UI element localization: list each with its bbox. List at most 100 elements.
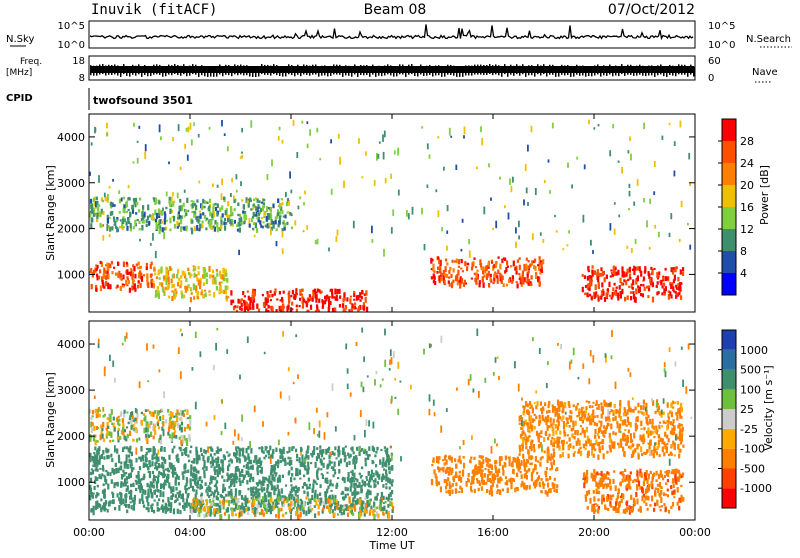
data-cell — [624, 429, 626, 431]
data-cell — [172, 275, 174, 279]
data-cell — [372, 239, 374, 243]
data-cell — [493, 473, 495, 476]
nave-mark — [114, 64, 116, 74]
data-cell — [678, 506, 680, 511]
data-cell — [146, 267, 148, 271]
data-cell — [161, 506, 163, 509]
data-cell — [250, 200, 252, 202]
data-cell — [154, 500, 156, 502]
data-cell — [181, 427, 183, 433]
data-cell — [185, 278, 187, 282]
data-cell — [517, 283, 519, 288]
data-cell — [156, 415, 158, 420]
data-cell — [335, 485, 337, 489]
data-cell — [119, 211, 121, 214]
data-cell — [630, 291, 632, 294]
data-cell — [177, 269, 179, 274]
data-cell — [210, 454, 212, 457]
data-cell — [164, 474, 166, 477]
data-cell — [610, 409, 612, 412]
data-cell — [550, 453, 552, 457]
data-cell — [227, 465, 229, 471]
data-cell — [334, 495, 336, 499]
data-cell — [594, 509, 596, 512]
data-cell — [197, 219, 199, 224]
data-cell — [441, 227, 443, 231]
data-cell — [224, 218, 226, 221]
data-cell — [679, 449, 681, 453]
date-title: 07/Oct/2012 — [608, 2, 695, 18]
sky-right-tick-top: 10^5 — [708, 21, 735, 32]
data-cell — [597, 295, 599, 297]
data-cell — [265, 446, 267, 451]
data-cell — [233, 508, 235, 512]
data-cell — [305, 497, 307, 500]
data-cell — [199, 484, 201, 490]
nave-mark — [231, 66, 233, 76]
data-cell — [133, 420, 135, 422]
data-cell — [246, 498, 248, 504]
data-cell — [228, 453, 230, 455]
data-cell — [321, 291, 323, 294]
nave-mark — [198, 67, 200, 77]
data-cell — [158, 216, 160, 218]
data-cell — [288, 494, 290, 497]
data-cell — [582, 274, 584, 277]
nave-mark — [675, 66, 677, 76]
data-cell — [445, 470, 447, 475]
data-cell — [160, 464, 162, 468]
data-cell — [509, 456, 511, 462]
data-cell — [192, 499, 194, 502]
data-cell — [143, 428, 145, 434]
data-cell — [553, 460, 555, 466]
data-cell — [152, 233, 154, 241]
data-cell — [193, 466, 195, 471]
data-cell — [678, 501, 680, 503]
data-cell — [653, 436, 655, 438]
y-tick-label: 4000 — [57, 131, 85, 144]
data-cell — [586, 470, 588, 476]
data-cell — [95, 128, 97, 132]
data-cell — [679, 239, 681, 242]
data-cell — [600, 273, 602, 277]
data-cell — [508, 279, 510, 283]
data-cell — [214, 470, 216, 476]
data-cell — [227, 146, 229, 151]
nave-mark — [93, 66, 95, 76]
data-cell — [138, 209, 140, 212]
data-cell — [531, 463, 533, 465]
data-cell — [219, 271, 221, 277]
data-cell — [540, 436, 542, 438]
data-cell — [206, 218, 208, 220]
data-cell — [117, 468, 119, 473]
data-cell — [344, 458, 346, 462]
data-cell — [275, 488, 277, 491]
data-cell — [120, 498, 122, 502]
nave-mark — [630, 65, 632, 75]
data-cell — [462, 219, 464, 223]
data-cell — [145, 427, 147, 432]
data-cell — [466, 481, 468, 487]
data-cell — [270, 290, 272, 293]
data-cell — [198, 477, 200, 481]
data-cell — [663, 452, 665, 456]
data-cell — [331, 461, 333, 463]
data-cell — [266, 216, 268, 222]
data-cell — [227, 218, 229, 223]
data-cell — [278, 513, 280, 518]
data-cell — [188, 127, 190, 133]
data-cell — [370, 506, 372, 510]
data-cell — [105, 281, 107, 286]
data-cell — [293, 120, 295, 126]
data-cell — [175, 500, 177, 503]
data-cell — [139, 239, 141, 242]
data-cell — [171, 412, 173, 418]
nave-mark — [588, 66, 590, 76]
data-cell — [368, 446, 370, 451]
data-cell — [497, 278, 499, 284]
data-cell — [484, 473, 486, 478]
data-cell — [533, 444, 535, 449]
data-cell — [476, 270, 478, 272]
data-cell — [609, 295, 611, 297]
data-cell — [225, 291, 227, 295]
